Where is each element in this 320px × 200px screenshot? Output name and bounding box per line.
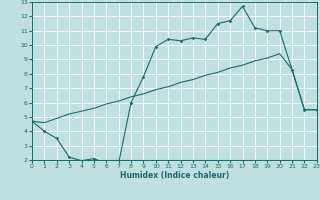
X-axis label: Humidex (Indice chaleur): Humidex (Indice chaleur) [120, 171, 229, 180]
